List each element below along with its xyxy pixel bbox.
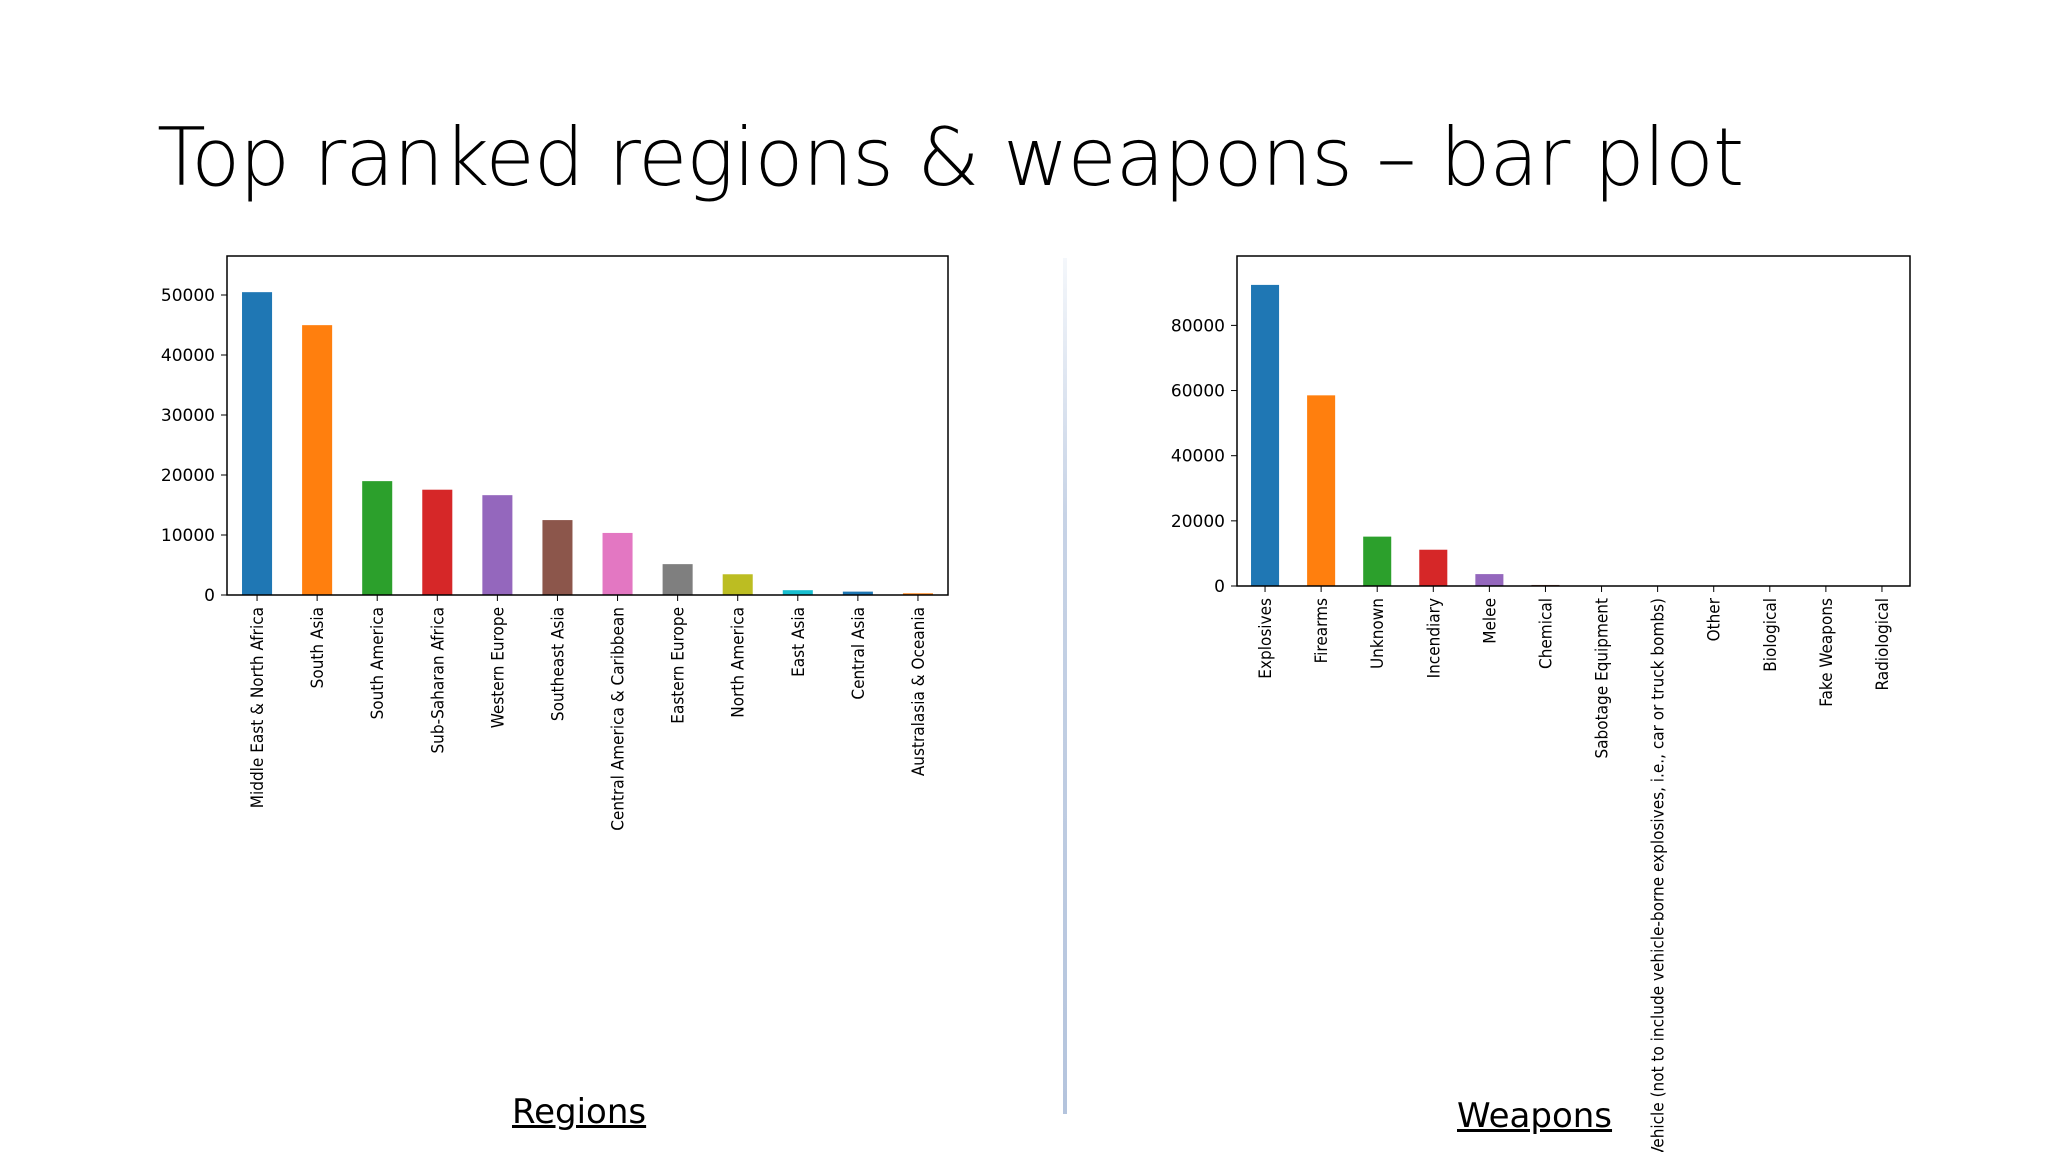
slide-title: Top ranked regions & weapons – bar plot xyxy=(157,111,1744,204)
y-tick-label: 80000 xyxy=(1171,316,1225,336)
x-tick-label: Incendiary xyxy=(1424,598,1444,678)
y-tick-label: 50000 xyxy=(161,286,215,306)
bar-1 xyxy=(1251,284,1280,586)
y-tick-label: 10000 xyxy=(161,526,215,546)
y-tick-label: 20000 xyxy=(1171,512,1225,532)
x-tick-label: East Asia xyxy=(789,607,809,677)
y-tick-label: 40000 xyxy=(1171,447,1225,467)
x-tick-label: Vehicle (not to include vehicle-borne ex… xyxy=(1649,598,1669,1152)
x-tick-label: Central America & Caribbean xyxy=(609,607,629,831)
bar-7 xyxy=(602,532,633,595)
x-tick-label: Biological xyxy=(1761,598,1781,672)
bar-12 xyxy=(902,593,933,595)
x-tick-label: Explosives xyxy=(1256,598,1276,679)
regions-caption: Regions xyxy=(512,1092,647,1132)
plot-frame xyxy=(1236,255,1911,587)
x-tick-label: Eastern Europe xyxy=(669,607,689,724)
x-tick-label: Chemical xyxy=(1536,598,1556,669)
bar-10 xyxy=(782,590,813,595)
plot-frame xyxy=(226,255,949,596)
y-tick-label: 0 xyxy=(204,586,215,606)
x-tick-label: Firearms xyxy=(1312,598,1332,663)
y-tick-label: 40000 xyxy=(161,346,215,366)
x-tick-label: South America xyxy=(368,607,388,719)
x-tick-label: Radiological xyxy=(1873,598,1893,691)
bar-3 xyxy=(362,481,393,595)
y-tick-label: 20000 xyxy=(161,466,215,486)
x-tick-label: Sub-Saharan Africa xyxy=(428,607,448,754)
y-tick-label: 60000 xyxy=(1171,382,1225,402)
bar-4 xyxy=(422,489,453,595)
x-tick-label: Other xyxy=(1705,597,1725,641)
bar-2 xyxy=(302,325,333,595)
x-tick-label: North America xyxy=(729,607,749,718)
x-tick-label: Fake Weapons xyxy=(1817,598,1837,707)
weapons-caption: Weapons xyxy=(1457,1096,1613,1136)
x-tick-label: Western Europe xyxy=(488,607,508,728)
bar-5 xyxy=(482,495,513,595)
bar-4 xyxy=(1419,549,1448,586)
bar-9 xyxy=(722,574,753,595)
x-tick-label: Sabotage Equipment xyxy=(1593,598,1613,759)
x-tick-label: Middle East & North Africa xyxy=(248,607,268,808)
bar-5 xyxy=(1475,574,1504,586)
x-tick-label: Southeast Asia xyxy=(548,607,568,721)
bar-1 xyxy=(242,292,273,595)
x-tick-label: Central Asia xyxy=(849,607,869,700)
y-tick-label: 30000 xyxy=(161,406,215,426)
x-tick-label: Australasia & Oceania xyxy=(909,607,929,776)
bar-3 xyxy=(1363,536,1392,586)
y-tick-label: 0 xyxy=(1214,577,1225,597)
chart-divider xyxy=(1063,258,1067,1114)
bar-11 xyxy=(842,591,873,595)
bar-8 xyxy=(662,564,693,595)
x-tick-label: Melee xyxy=(1480,598,1500,644)
x-tick-label: South Asia xyxy=(308,607,328,688)
bar-2 xyxy=(1307,395,1336,586)
x-tick-label: Unknown xyxy=(1368,598,1388,669)
bar-6 xyxy=(542,520,573,595)
